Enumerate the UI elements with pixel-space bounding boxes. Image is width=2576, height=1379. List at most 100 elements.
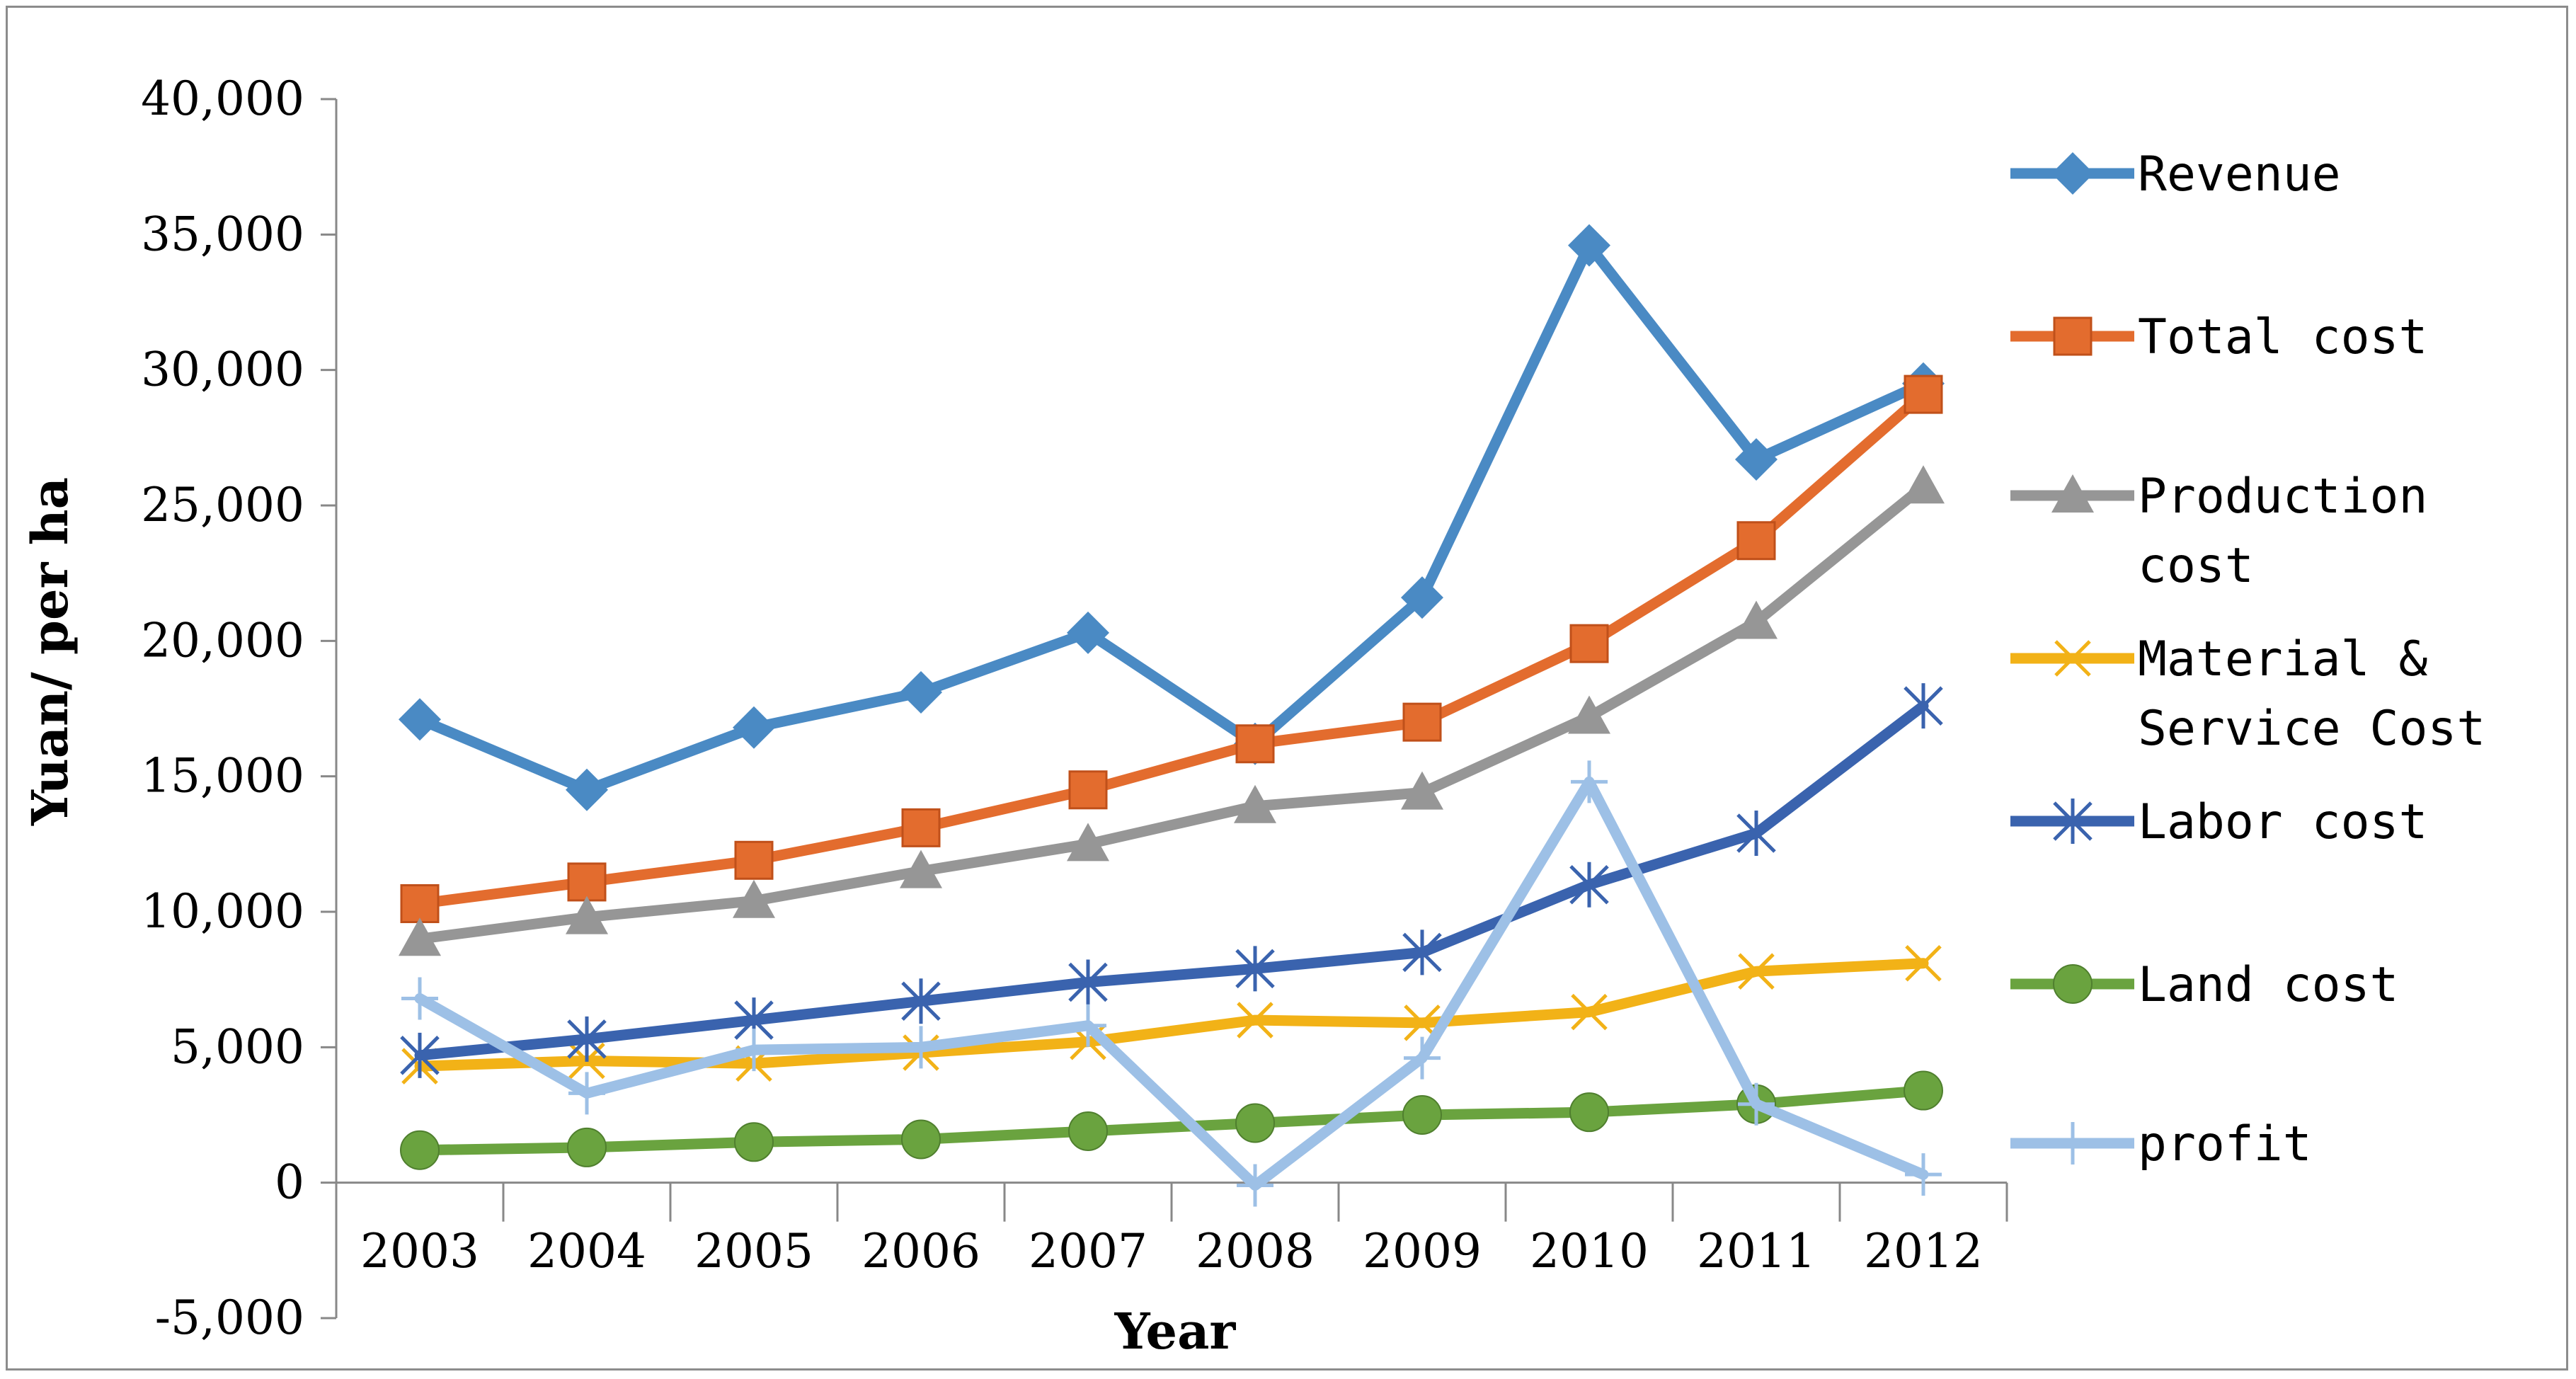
data-point [1735,437,1778,481]
data-point [734,840,774,880]
square-marker [1402,702,1442,742]
data-point [1736,521,1776,561]
x-tick-label: 2010 [1530,1224,1649,1278]
star-marker [400,1032,440,1078]
data-point [400,1130,440,1170]
x-tick-label: 2007 [1029,1224,1147,1278]
square-marker [1904,374,1943,414]
x-marker [1237,1002,1273,1038]
data-point [1902,465,1945,504]
diamond-marker [2051,152,2094,195]
legend: Revenue Total cost Production cost Material … [2010,147,2485,1172]
circle-marker [1904,1070,1943,1111]
star-marker [1736,811,1776,857]
y-tick-label: 15,000 [141,749,304,803]
x-marker [1571,993,1608,1031]
legend-swatch-marker [2051,152,2094,195]
series-production-cost [399,465,1945,956]
series-labor-cost [400,683,1943,1078]
circle-marker [1068,1111,1108,1151]
legend-label: Land cost [2138,957,2398,1013]
data-point [1738,1082,1775,1126]
y-tick-label: 0 [275,1155,304,1210]
x-tick-label: 2008 [1196,1224,1315,1278]
plus-marker [903,1026,939,1069]
x-marker [1905,944,1942,982]
star-marker [567,1016,607,1062]
x-tick-label: 2011 [1697,1224,1816,1278]
y-tick-label: 25,000 [141,478,304,532]
plus-marker [1237,1164,1273,1207]
data-point [1235,1103,1275,1143]
y-tick-label: 40,000 [141,71,304,126]
data-point [1237,1002,1273,1038]
plus-marker [568,1072,605,1115]
data-point [1402,1095,1442,1135]
data-point [401,977,438,1020]
data-point [901,978,941,1024]
legend-label: cost [2138,538,2254,594]
legend-item: Production cost [2010,469,2427,594]
data-point [1904,683,1943,729]
square-marker [567,862,607,902]
plus-marker [401,977,438,1020]
square-marker [734,840,774,880]
legend-swatch-marker [2054,640,2091,677]
triangle-marker [1735,600,1778,639]
square-marker [1569,624,1609,663]
diamond-marker [1067,611,1109,654]
triangle-marker [1568,695,1610,734]
square-marker [2053,316,2093,356]
data-point [1569,624,1609,663]
circle-marker [1402,1095,1442,1135]
data-point [735,1029,772,1072]
data-point [903,1026,939,1069]
series-line [414,481,1929,944]
triangle-marker [566,896,608,934]
triangle-marker [900,849,942,888]
data-point [1068,770,1108,810]
triangle-marker [733,879,775,918]
square-marker [400,884,440,924]
y-tick-label: 35,000 [141,207,304,261]
triangle-marker [1401,771,1443,810]
data-point [1738,953,1775,990]
star-marker [901,978,941,1024]
diamond-marker [1735,437,1778,481]
data-point [1235,724,1275,764]
triangle-marker [399,917,441,956]
diamond-marker [1568,224,1610,267]
data-point [1402,702,1442,742]
data-point [1404,1036,1441,1080]
data-point [1905,944,1942,982]
data-point [1736,811,1776,857]
circle-marker [400,1130,440,1170]
data-point [1070,1004,1106,1047]
legend-label: Total cost [2138,309,2427,365]
data-point [1904,1070,1943,1111]
plus-marker [1571,760,1608,803]
circle-marker [901,1119,941,1160]
circle-marker [567,1127,607,1167]
series-line [414,700,1929,1061]
data-point [566,768,608,811]
circle-marker [1569,1092,1609,1133]
data-point [568,1072,605,1115]
series-layer [399,224,1945,1207]
data-point [1905,1153,1942,1196]
diamond-marker [1401,576,1443,619]
data-point [1068,959,1108,1005]
data-point [1571,760,1608,803]
data-point [1402,929,1442,975]
data-point [900,671,942,714]
y-tick-label: -5,000 [155,1291,304,1345]
square-marker [1736,521,1776,561]
legend-swatch-marker [2053,799,2093,844]
triangle-marker [1902,465,1945,504]
square-marker [1068,770,1108,810]
triangle-marker [1234,784,1276,823]
data-point [400,884,440,924]
legend-swatch-marker [2054,1122,2091,1165]
data-point [1735,600,1778,639]
